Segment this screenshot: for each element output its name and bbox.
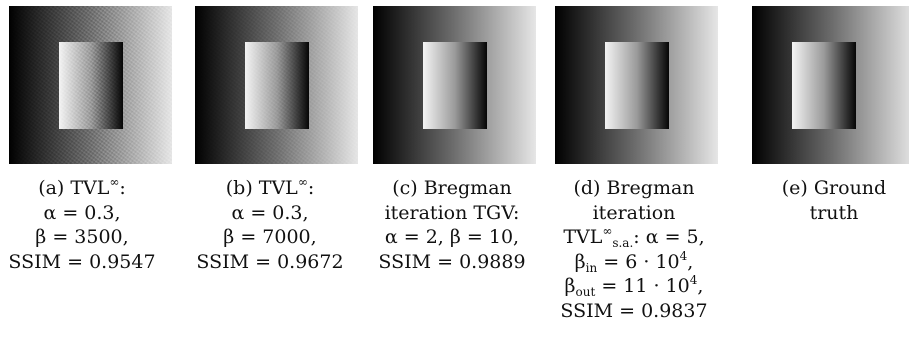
caption-d: (d) Bregman iteration TVL∞s.a.: α = 5, β… <box>544 176 724 323</box>
image-d <box>555 6 718 164</box>
caption-b-line-1: (b) TVL∞: <box>225 175 315 199</box>
caption-b-line-2: α = 0.3, <box>231 201 309 224</box>
caption-d-line-3: TVL∞s.a.: α = 5, <box>563 224 705 250</box>
caption-c-line-3: α = 2, β = 10, <box>384 226 520 248</box>
caption-e-line-1: (e) Ground <box>781 177 887 199</box>
image-e <box>752 6 909 164</box>
caption-a: (a) TVL∞: α = 0.3, β = 3500, SSIM = 0.95… <box>0 176 172 274</box>
caption-d-line-4: βin = 6 · 104, <box>574 248 694 275</box>
caption-c-line-2: iteration TGV: <box>384 201 520 224</box>
image-c <box>373 6 536 164</box>
caption-b: (b) TVL∞: α = 0.3, β = 7000, SSIM = 0.96… <box>180 176 360 274</box>
caption-d-line-5: βout = 11 · 104, <box>564 273 704 299</box>
image-b <box>195 6 358 164</box>
caption-d-line-1: (d) Bregman <box>573 177 695 199</box>
caption-d-line-2: iteration <box>592 201 676 224</box>
caption-e-line-2: truth <box>809 201 859 224</box>
caption-d-line-6: SSIM = 0.9837 <box>560 299 708 322</box>
caption-a-line-4: SSIM = 0.9547 <box>8 250 156 273</box>
caption-c-line-4: SSIM = 0.9889 <box>378 250 526 273</box>
caption-b-line-3: β = 7000, <box>223 226 317 248</box>
caption-b-line-4: SSIM = 0.9672 <box>196 250 344 273</box>
caption-e: (e) Ground truth <box>744 176 909 225</box>
image-a <box>9 6 172 164</box>
caption-a-line-3: β = 3500, <box>35 226 129 248</box>
caption-a-line-2: α = 0.3, <box>43 201 121 224</box>
caption-c: (c) Bregman iteration TGV: α = 2, β = 10… <box>362 176 542 274</box>
caption-a-line-1: (a) TVL∞: <box>38 175 126 199</box>
caption-c-line-1: (c) Bregman <box>392 177 512 199</box>
